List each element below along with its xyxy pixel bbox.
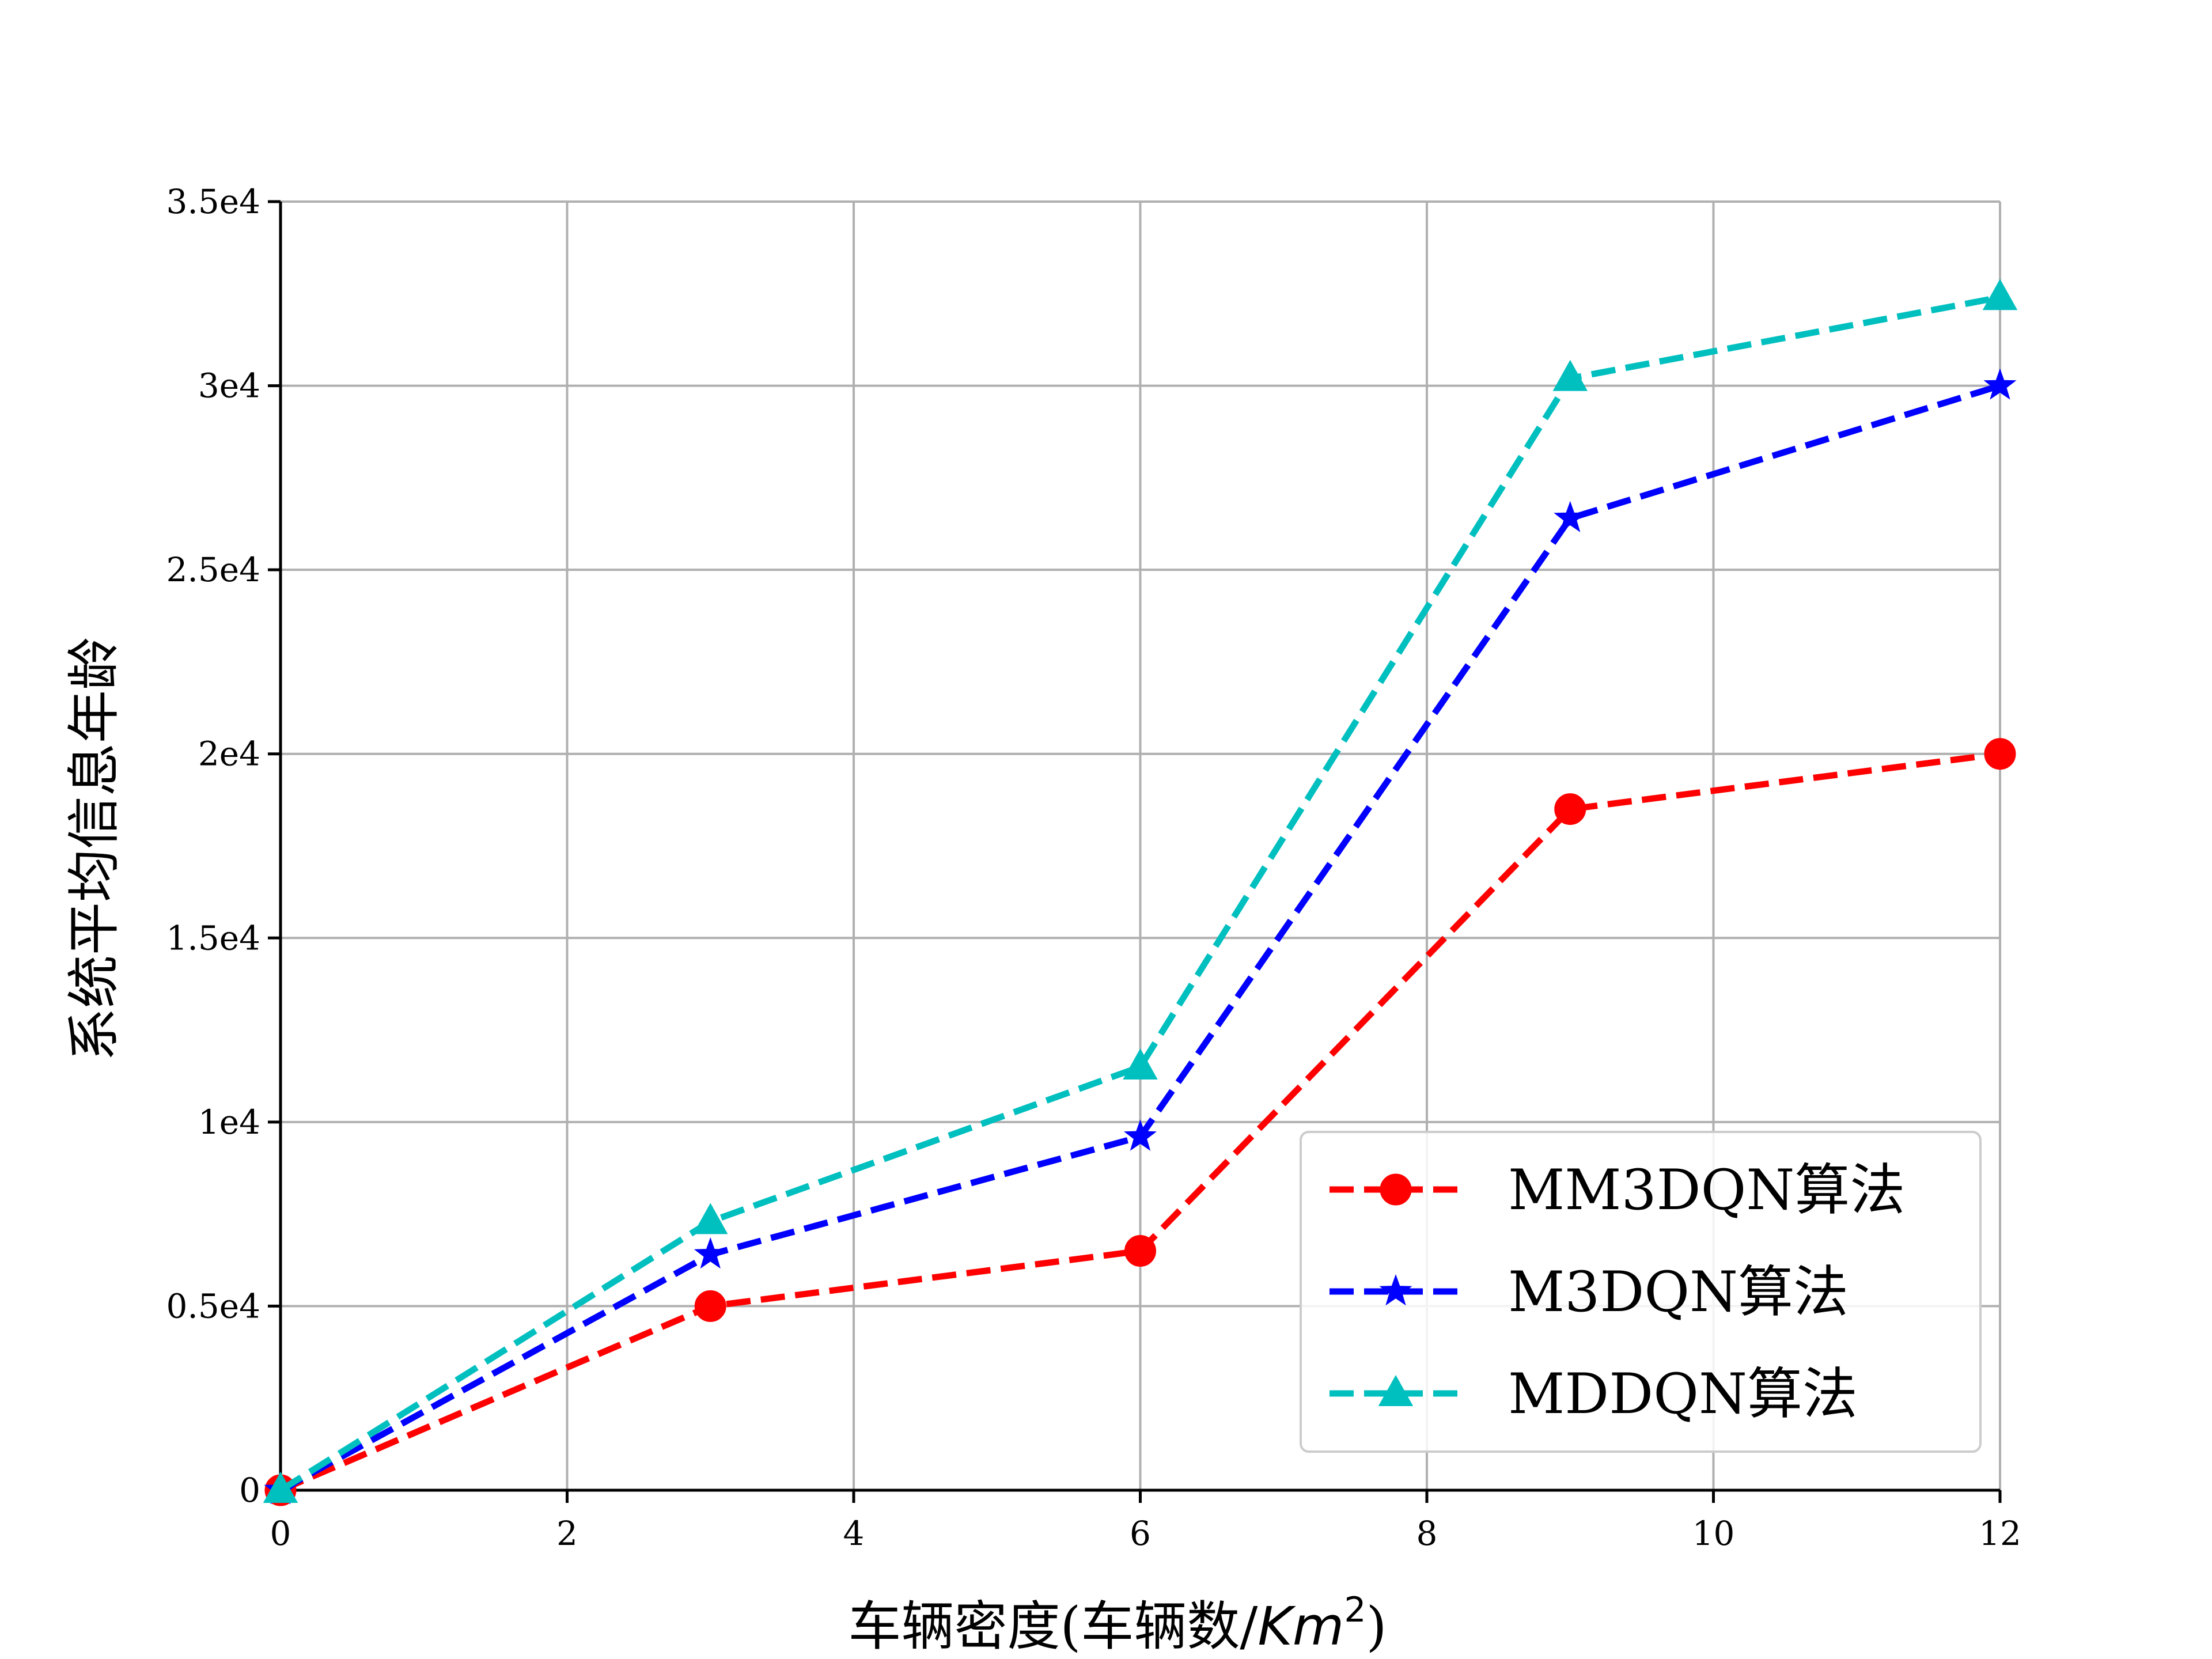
y-tick-label: 2e4	[198, 734, 260, 774]
data-point	[1983, 368, 2017, 400]
legend-item: MDDQN算法	[1330, 1362, 1858, 1426]
x-axis-title-exponent: 2	[1344, 1590, 1366, 1630]
legend-marker	[1378, 1374, 1414, 1406]
y-tick-label: 3e4	[198, 366, 260, 406]
x-axis-title-close: )	[1366, 1596, 1387, 1657]
data-point	[694, 1290, 726, 1322]
x-tick-label: 10	[1692, 1514, 1735, 1553]
y-tick-label: 0.5e4	[166, 1286, 260, 1325]
y-tick-label: 3.5e4	[166, 182, 260, 221]
y-tick-label: 2.5e4	[166, 550, 260, 589]
legend-item: M3DQN算法	[1330, 1260, 1849, 1324]
x-tick-label: 12	[1979, 1514, 2021, 1553]
data-point	[1984, 738, 2016, 770]
legend-marker	[1379, 1274, 1412, 1306]
x-axis-title: 车辆密度(车辆数/Km2)	[849, 1590, 1387, 1657]
legend-label: M3DQN算法	[1508, 1260, 1849, 1324]
legend-item: MM3DQN算法	[1330, 1158, 1905, 1222]
data-point	[1554, 793, 1586, 825]
x-tick-label: 4	[843, 1514, 865, 1553]
y-axis-title: 系统平均信息年龄	[63, 637, 125, 1061]
x-tick-label: 0	[270, 1514, 291, 1553]
data-point	[1552, 359, 1588, 391]
series-2	[263, 279, 2018, 1503]
series-lines	[263, 279, 2018, 1506]
data-point	[263, 1471, 298, 1503]
data-point	[1123, 1048, 1158, 1080]
legend: MM3DQN算法 M3DQN算法 MDDQN算法	[1300, 1131, 1982, 1453]
data-point	[1123, 1119, 1157, 1151]
x-axis-title-unit: Km	[1257, 1596, 1344, 1657]
data-point	[693, 1203, 728, 1234]
y-tick-label: 1.5e4	[166, 918, 260, 957]
legend-label: MM3DQN算法	[1508, 1158, 1905, 1222]
data-point	[694, 1237, 727, 1269]
series-line	[279, 294, 2001, 1493]
legend-label: MDDQN算法	[1508, 1362, 1858, 1426]
tick-labels: 0 2 4 6 8 10 12 0 0.5e4 1e4 1.5e4 2e4 2.5e4 3e4 3.5e4	[166, 182, 2021, 1553]
y-tick-label: 1e4	[198, 1103, 260, 1142]
x-axis-title-main: 车辆密度(车辆数/	[849, 1596, 1258, 1657]
legend-marker	[1380, 1173, 1412, 1206]
y-tick-label: 0	[239, 1471, 260, 1510]
series-1	[264, 368, 2017, 1505]
x-tick-label: 8	[1416, 1514, 1438, 1553]
axes	[268, 200, 2002, 1503]
data-point	[1982, 279, 2018, 310]
data-point	[1554, 501, 1587, 532]
legend-frame	[1300, 1131, 1982, 1453]
x-tick-label: 6	[1130, 1514, 1151, 1553]
x-tick-label: 2	[556, 1514, 578, 1553]
data-point	[1124, 1235, 1156, 1267]
